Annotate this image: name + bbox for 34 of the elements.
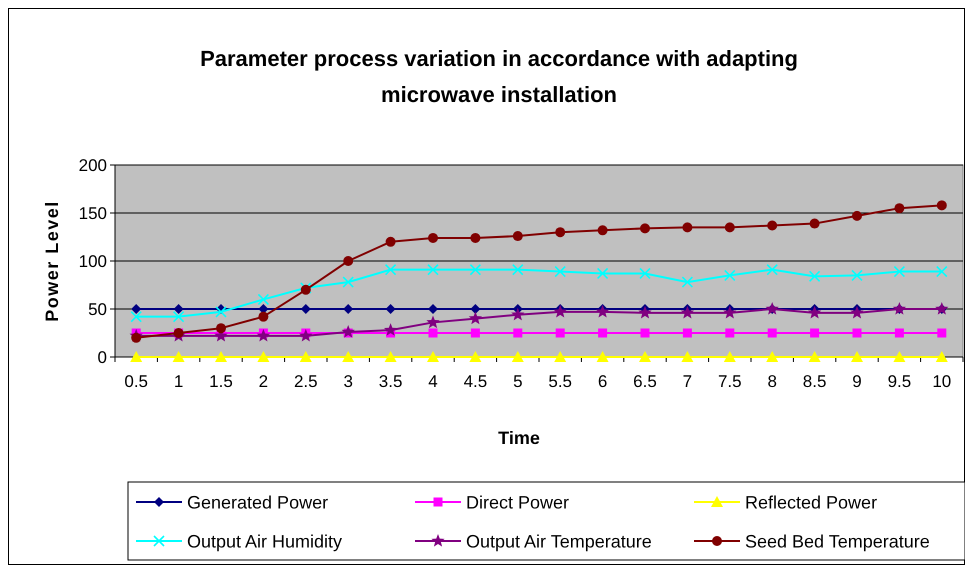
x-tick-label: 6.5 [633,372,657,391]
legend-label: Seed Bed Temperature [745,531,930,552]
x-tick-label: 5.5 [548,372,572,391]
x-tick-label: 3 [343,372,353,391]
x-tick-label: 1.5 [209,372,233,391]
x-tick-label: 7.5 [718,372,742,391]
x-tick-label: 7 [682,372,692,391]
legend-label: Direct Power [466,492,570,512]
x-tick-label: 10 [932,372,952,391]
x-axis-title: Time [498,428,540,448]
y-axis-title: Power Level [42,200,62,322]
y-tick-label: 150 [78,204,107,223]
y-tick-label: 50 [88,300,107,319]
x-tick-label: 4 [428,372,438,391]
x-tick-label: 8 [767,372,777,391]
x-tick-label: 8.5 [802,372,826,391]
x-tick-label: 3.5 [378,372,402,391]
x-tick-label: 6 [598,372,608,391]
x-tick-label: 9.5 [888,372,912,391]
chart-title: Parameter process variation in accordance with adapting microwave installation [200,46,798,107]
legend-label: Output Air Humidity [187,531,342,552]
legend-label: Output Air Temperature [466,531,652,552]
y-tick-label: 0 [98,348,107,367]
x-tick-label: 2 [258,372,268,391]
y-tick-label: 100 [78,252,107,271]
x-tick-label: 1 [174,372,184,391]
legend-label: Reflected Power [745,492,878,512]
y-tick-label: 200 [78,156,107,175]
x-tick-label: 4.5 [464,372,488,391]
x-tick-label: 5 [513,372,523,391]
x-tick-label: 9 [852,372,862,391]
x-tick-label: 0.5 [124,372,148,391]
x-tick-label: 2.5 [294,372,318,391]
legend-label: Generated Power [187,492,328,512]
